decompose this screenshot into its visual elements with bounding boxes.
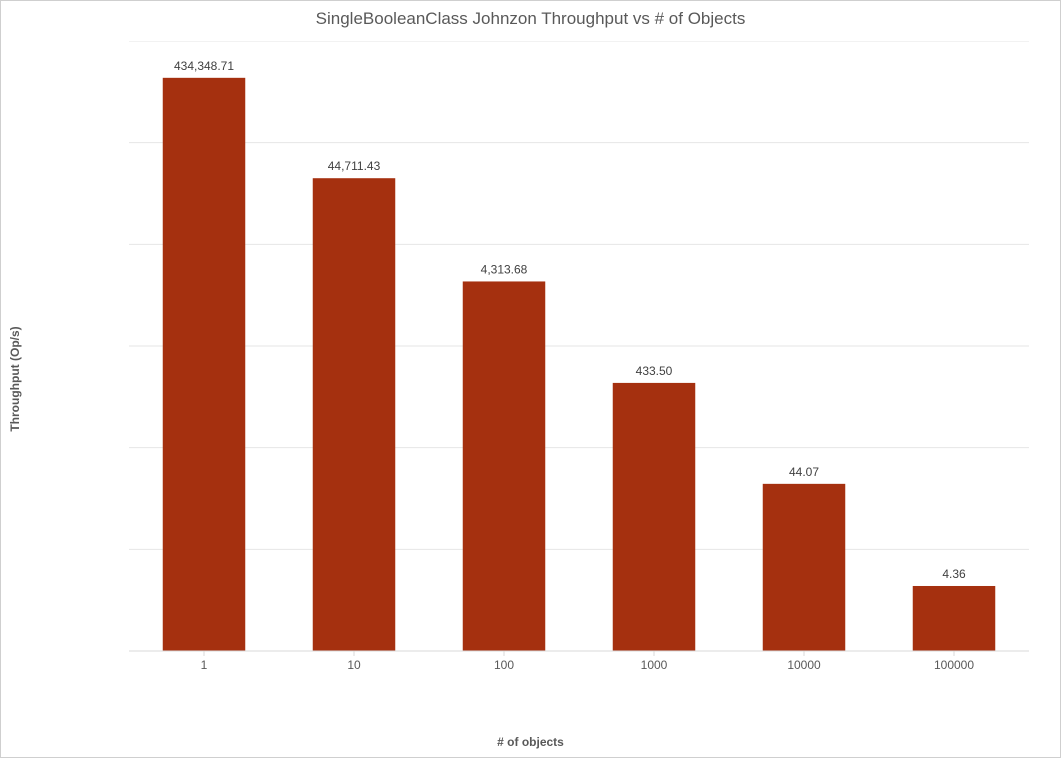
bar	[913, 586, 996, 651]
plot-area: 1101001,00010,000100,0001,000,000434,348…	[129, 41, 1039, 691]
bar	[763, 484, 846, 651]
x-tick-label: 100	[494, 658, 514, 672]
value-label: 4,313.68	[481, 262, 528, 276]
chart-title: SingleBooleanClass Johnzon Throughput vs…	[1, 9, 1060, 29]
x-axis-label: # of objects	[1, 735, 1060, 749]
chart-frame: SingleBooleanClass Johnzon Throughput vs…	[0, 0, 1061, 758]
value-label: 4.36	[942, 567, 966, 581]
chart-svg: 1101001,00010,000100,0001,000,000434,348…	[129, 41, 1039, 691]
value-label: 44,711.43	[328, 159, 381, 173]
bar	[463, 281, 546, 651]
x-tick-label: 10000	[787, 658, 821, 672]
x-tick-label: 1	[201, 658, 208, 672]
y-axis-label: Throughput (Op/s)	[8, 326, 22, 431]
x-tick-label: 100000	[934, 658, 974, 672]
value-label: 44.07	[789, 465, 819, 479]
value-label: 433.50	[636, 364, 673, 378]
bar	[163, 78, 246, 651]
x-tick-label: 10	[347, 658, 361, 672]
bar	[313, 178, 396, 651]
value-label: 434,348.71	[174, 59, 234, 73]
bar	[613, 383, 696, 651]
x-tick-label: 1000	[641, 658, 668, 672]
